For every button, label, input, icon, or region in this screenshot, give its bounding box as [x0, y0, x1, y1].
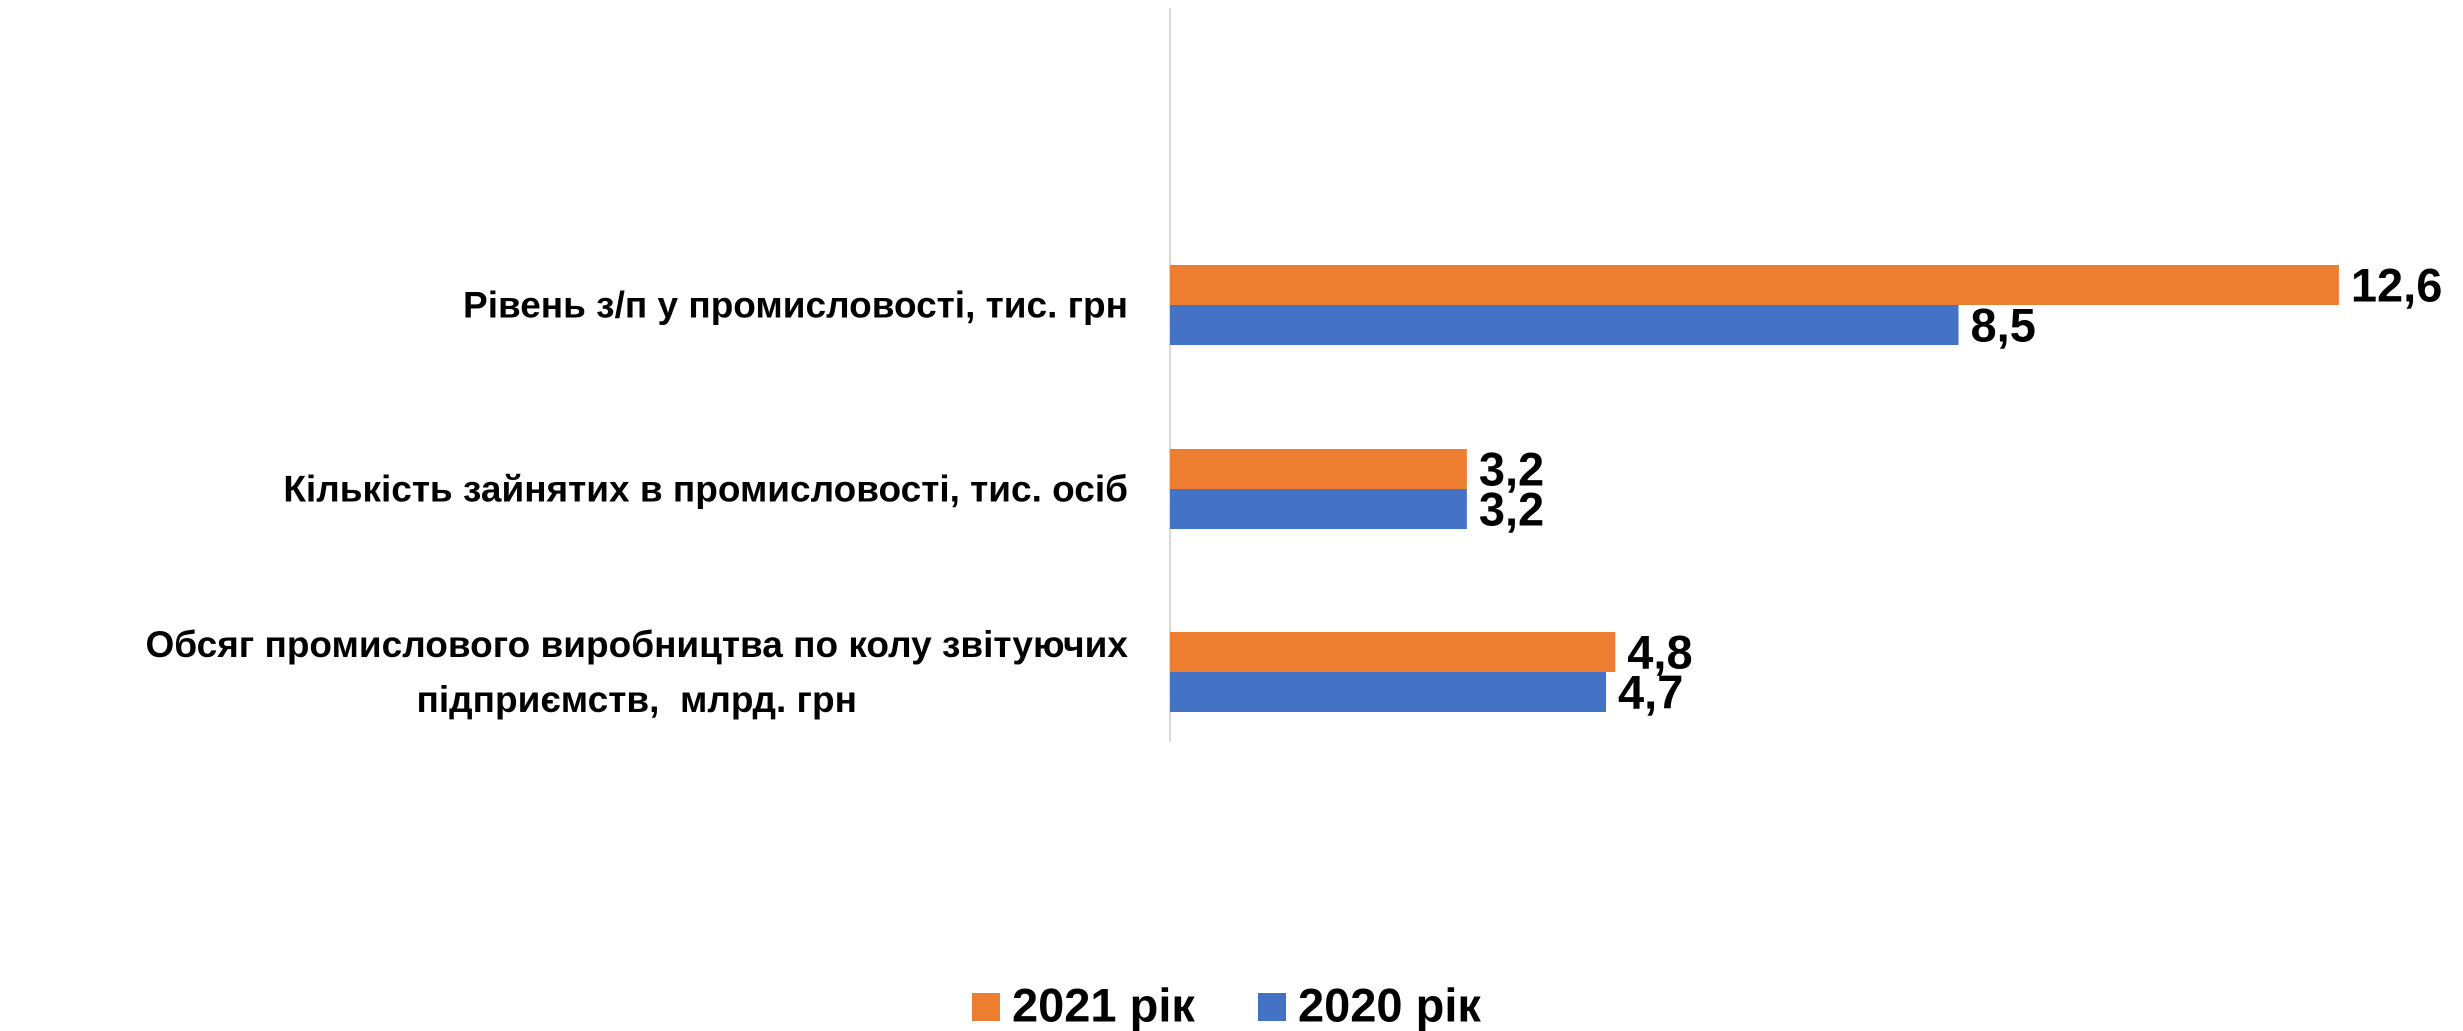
category-text: Рівень з/п у промисловості, тис. грн [463, 284, 1128, 326]
bar [1170, 265, 2339, 305]
bar [1170, 449, 1467, 489]
legend-swatch [972, 993, 1000, 1021]
bar [1170, 672, 1607, 712]
data-label: 8,5 [1971, 298, 2036, 351]
category-text: Обсяг промислового виробництва по колу з… [145, 624, 1128, 720]
bar [1170, 305, 1959, 345]
category-label: Кількість зайнятих в промисловості, тис.… [283, 462, 1128, 517]
legend-label: 2021 рік [1012, 978, 1195, 1031]
legend-label: 2020 рік [1298, 978, 1481, 1031]
data-label: 3,2 [1479, 482, 1544, 535]
data-label: 4,8 [1627, 625, 1692, 678]
category-text: Кількість зайнятих в промисловості, тис.… [283, 468, 1128, 510]
legend-swatch [1258, 993, 1286, 1021]
bar [1170, 632, 1616, 672]
data-label: 12,6 [2351, 258, 2442, 311]
category-label: Рівень з/п у промисловості, тис. грн [463, 278, 1128, 333]
data-label: 4,7 [1618, 665, 1683, 718]
data-label: 3,2 [1479, 442, 1544, 495]
category-label: Обсяг промислового виробництва по колу з… [145, 617, 1128, 727]
bar [1170, 489, 1467, 529]
